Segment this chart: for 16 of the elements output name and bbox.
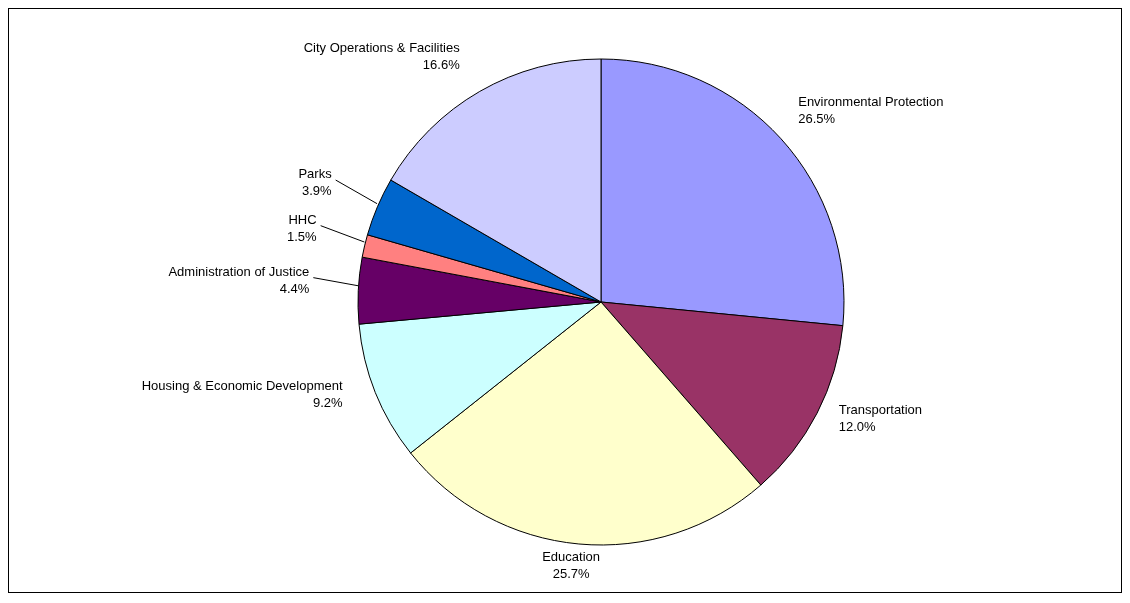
data-label: 3.9% <box>302 183 333 199</box>
slice-label: Administration of Justice <box>168 263 310 279</box>
data-label: 26.5% <box>798 110 836 126</box>
data-label: 25.7% <box>552 565 590 581</box>
slice-label: City Operations & Facilities <box>303 40 461 56</box>
slice-label: HHC <box>288 211 317 227</box>
data-label: 12.0% <box>838 418 877 434</box>
slice-label: Housing & Economic Development <box>141 378 343 394</box>
data-label: 16.6% <box>422 57 461 73</box>
data-label: 1.5% <box>287 228 318 244</box>
slice-label: Environmental Protection <box>798 93 944 109</box>
slice-label: Transportation <box>838 401 923 417</box>
data-label: 9.2% <box>312 395 343 411</box>
slice-label: Education <box>542 548 601 564</box>
slice-label: Parks <box>298 166 333 182</box>
data-label: 4.4% <box>279 280 310 296</box>
